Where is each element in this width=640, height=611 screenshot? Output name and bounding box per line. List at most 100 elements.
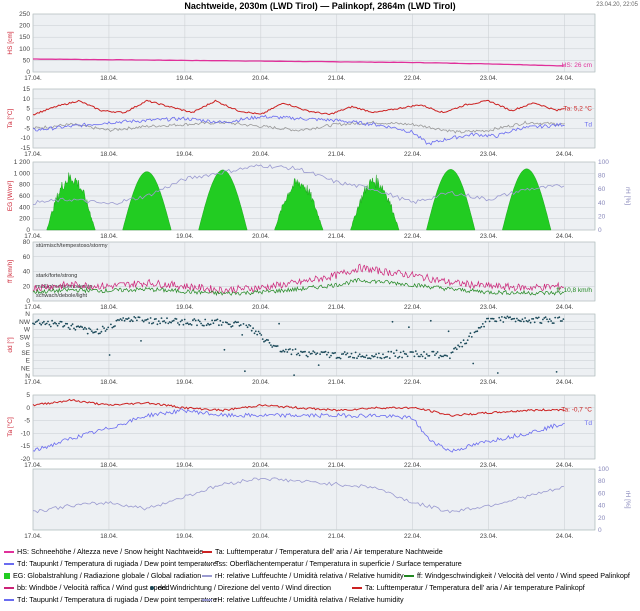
direction-point bbox=[138, 316, 141, 319]
direction-point bbox=[470, 336, 473, 338]
direction-point bbox=[334, 351, 336, 354]
direction-point bbox=[432, 350, 435, 353]
snow-panel-ytick: 100 bbox=[19, 46, 30, 53]
direction-point bbox=[271, 346, 274, 348]
direction-point bbox=[555, 371, 558, 373]
direction-point bbox=[557, 317, 559, 319]
direction-point bbox=[92, 331, 94, 334]
direction-point bbox=[82, 328, 85, 331]
wind-panel-xtick: 21.04. bbox=[328, 304, 346, 311]
direction-point bbox=[100, 330, 103, 333]
radiation-panel-ytick: 400 bbox=[19, 204, 30, 211]
legend-dd: dd: Windrichtung / Direzione del vento /… bbox=[150, 583, 331, 592]
direction-point bbox=[312, 350, 315, 352]
direction-point bbox=[60, 320, 63, 323]
direction-point bbox=[358, 353, 361, 356]
direction-point bbox=[141, 319, 144, 322]
direction-point bbox=[261, 338, 264, 340]
air-temp-line bbox=[32, 99, 565, 116]
legend-rh2-label: rH: relative Luftfeuchte / Umidità relat… bbox=[215, 595, 404, 604]
temp-panel-xtick: 23.04. bbox=[480, 151, 498, 158]
radiation-panel-y2tick: 60 bbox=[598, 186, 606, 193]
direction-point bbox=[311, 352, 313, 355]
direction-point bbox=[496, 372, 499, 374]
direction-point bbox=[45, 322, 48, 325]
temp2-panel-xtick: 18.04. bbox=[100, 462, 118, 469]
direction-point bbox=[451, 351, 454, 353]
legend-bb-swatch bbox=[4, 587, 14, 590]
legend-rh2-swatch bbox=[202, 599, 212, 602]
wind-panel-xtick: 20.04. bbox=[252, 304, 270, 311]
wind-panel-ytick: 20 bbox=[23, 283, 31, 290]
temp-panel-xtick: 21.04. bbox=[328, 151, 346, 158]
direction-point bbox=[278, 322, 280, 325]
direction-point bbox=[49, 325, 52, 328]
direction-point bbox=[320, 351, 323, 353]
direction-point bbox=[67, 326, 70, 329]
direction-point bbox=[390, 350, 393, 353]
direction-point bbox=[127, 317, 130, 320]
humidity2-panel-y2tick: 0 bbox=[598, 527, 602, 534]
direction-point bbox=[155, 318, 157, 320]
temp2-panel-xtick: 23.04. bbox=[480, 462, 498, 469]
direction-point bbox=[468, 335, 470, 338]
radiation-panel-xtick: 23.04. bbox=[480, 233, 498, 240]
radiation-area-day-5 bbox=[350, 174, 400, 231]
direction-point bbox=[178, 323, 181, 326]
direction-point bbox=[260, 334, 263, 336]
legend-ta: Ta: Lufttemperatur / Temperatura dell' a… bbox=[202, 547, 443, 556]
direction-point bbox=[446, 355, 449, 357]
direction-point bbox=[115, 319, 118, 322]
radiation-panel-ytick: 0 bbox=[26, 227, 30, 234]
direction-point bbox=[156, 323, 159, 326]
direction-point bbox=[406, 355, 409, 358]
direction-point bbox=[249, 325, 252, 327]
radiation-panel-y2tick: 20 bbox=[598, 213, 606, 220]
radiation-panel-y2label: rH [%] bbox=[624, 187, 631, 205]
direction-point bbox=[486, 317, 488, 320]
direction-point bbox=[52, 322, 55, 325]
radiation-panel-xtick: 19.04. bbox=[176, 233, 194, 240]
direction-point bbox=[524, 317, 526, 319]
direction-point bbox=[256, 333, 259, 336]
direction-point bbox=[163, 320, 166, 322]
direction-point bbox=[315, 353, 317, 356]
timestamp: 23.04.20, 22:05 bbox=[596, 2, 638, 8]
direction-point bbox=[562, 318, 565, 320]
direction-point bbox=[263, 340, 265, 343]
direction-point bbox=[172, 319, 175, 322]
direction-point bbox=[372, 355, 375, 358]
direction-point bbox=[540, 322, 543, 324]
surface-temp-line bbox=[32, 120, 565, 134]
direction-point bbox=[286, 351, 289, 353]
direction-point bbox=[126, 318, 129, 320]
direction-point bbox=[282, 349, 285, 352]
direction-panel-ytick: N bbox=[25, 373, 30, 380]
direction-point bbox=[383, 356, 386, 359]
direction-point bbox=[230, 325, 233, 328]
direction-point bbox=[104, 330, 107, 332]
direction-panel-xtick: 22.04. bbox=[404, 379, 422, 386]
humidity2-panel-xtick: 23.04. bbox=[480, 533, 498, 540]
legend: HS: Schneehöhe / Altezza neve / Snow hei… bbox=[0, 541, 640, 611]
direction-point bbox=[186, 322, 189, 325]
legend-hs-swatch bbox=[4, 551, 14, 554]
direction-point bbox=[237, 321, 240, 323]
direction-point bbox=[413, 355, 416, 358]
direction-point bbox=[521, 318, 524, 321]
legend-td2: Td: Taupunkt / Temperatura di rugiada / … bbox=[4, 595, 217, 604]
direction-point bbox=[146, 318, 149, 320]
direction-point bbox=[354, 351, 357, 354]
direction-point bbox=[276, 345, 279, 347]
temp-panel-xtick: 18.04. bbox=[100, 151, 118, 158]
direction-point bbox=[308, 351, 310, 353]
direction-point bbox=[168, 321, 171, 323]
direction-point bbox=[304, 350, 306, 353]
humidity2-panel-xtick: 22.04. bbox=[404, 533, 422, 540]
wind-band-label-4: schwach/debole/light bbox=[36, 293, 88, 299]
legend-ff-swatch bbox=[404, 575, 414, 578]
direction-point bbox=[380, 357, 383, 360]
radiation-panel-ytick: 200 bbox=[19, 216, 30, 223]
legend-ta2-swatch bbox=[352, 587, 362, 590]
direction-point bbox=[151, 322, 153, 325]
